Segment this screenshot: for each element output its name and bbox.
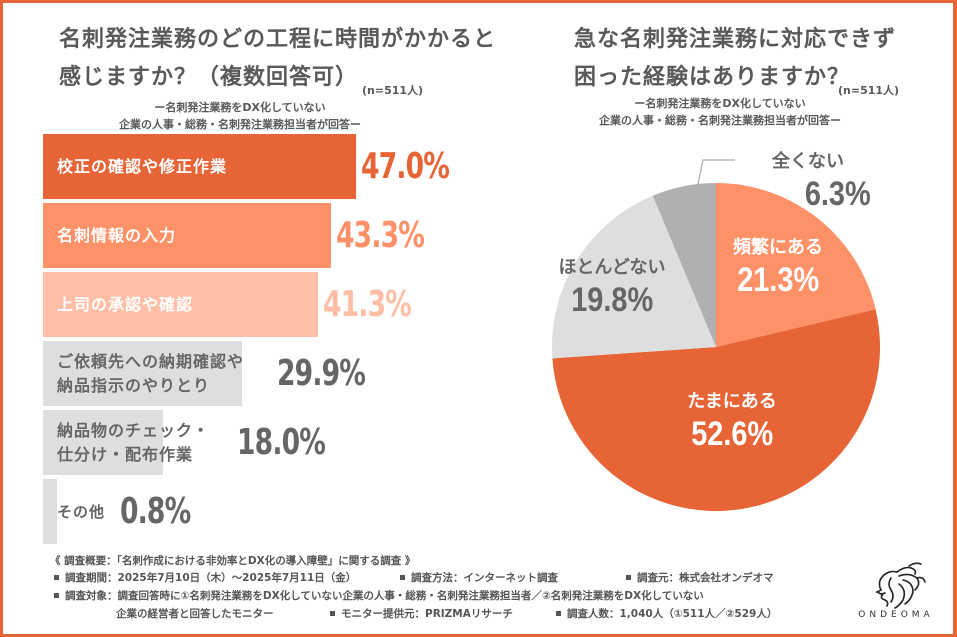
pie-slice-3: [552, 195, 716, 359]
footer-heading: 《 調査概要：「名刺作成における非効率とDX化の導入障壁」に関する調査 》: [50, 555, 416, 567]
bar-value-label: 47.0%: [361, 145, 450, 187]
logo-text: ONDEOMA: [858, 610, 934, 620]
pie-value-wrap: 21.3%: [698, 260, 858, 300]
pie-slice-4: [652, 183, 716, 347]
frame-right-edge: [953, 0, 957, 637]
bullet-icon: [54, 592, 59, 598]
bar-1: [43, 134, 356, 199]
pie-value-wrap: 19.8%: [532, 280, 692, 320]
pie-category: ほとんどない: [558, 257, 666, 278]
footer-count-text: 調査人数：1,040人（①511人／②529人）: [567, 608, 778, 620]
pie-category: 頻繁にある: [733, 237, 823, 258]
pie-category: 全くない: [772, 151, 844, 172]
bar-4: [43, 341, 243, 406]
lion-head-icon: [875, 562, 926, 609]
pie-chart-subtitle-line2: 企業の人事・総務・名刺発注業務担当者が回答ー: [599, 114, 841, 127]
footer-target-text: 調査対象：調査回答時に①名刺発注業務をDX化していない企業の人事・総務・名刺発注…: [65, 590, 704, 602]
bar-3: [43, 272, 319, 337]
pie-slice-1: [716, 183, 876, 347]
footer-count: 調査人数：1,040人（①511人／②529人）: [556, 606, 777, 621]
pie-chart-subtitle-line1: ー名刺発注業務をDX化していない: [634, 97, 806, 110]
bar-value-label: 18.0%: [237, 421, 326, 463]
bar-chart-subtitle: ー名刺発注業務をDX化していない 企業の人事・総務・名刺発注業務担当者が回答ー: [80, 99, 400, 133]
pie-chart-subtitle: ー名刺発注業務をDX化していない 企業の人事・総務・名刺発注業務担当者が回答ー: [560, 95, 880, 129]
pie-chart-sample-size: (n=511人): [838, 84, 900, 97]
bar-chart-title: 名刺発注業務のどの工程に時間がかかると 感じますか？（複数回答可）: [59, 21, 496, 97]
bar-value-label: 43.3%: [336, 214, 425, 256]
bar-value-label: 29.9%: [277, 352, 366, 394]
bar-category-line: 校正の確認や修正作業: [57, 156, 228, 176]
bullet-icon: [400, 574, 405, 580]
bar-category-line: 納品物のチェック・: [57, 420, 210, 440]
bullet-icon: [330, 610, 335, 616]
footer-target: 調査対象：調査回答時に①名刺発注業務をDX化していない企業の人事・総務・名刺発注…: [54, 588, 704, 603]
bar-category-line: 納品指示のやりとり: [57, 375, 211, 395]
pie-value-wrap: 52.6%: [652, 414, 812, 454]
pie-chart-title-line1: 急な名刺発注業務に対応できず: [574, 27, 897, 52]
pie-value: 21.3%: [737, 261, 819, 299]
bar-chart-subtitle-line1: ー名刺発注業務をDX化していない: [154, 101, 326, 114]
bar-2: [43, 203, 332, 268]
pie-chart-title: 急な名刺発注業務に対応できず 困った経験はありますか？: [574, 21, 896, 97]
bar-value-label: 0.8%: [120, 490, 191, 532]
bar-category-line: ご依頼先への納期確認や: [57, 351, 245, 371]
pie-label-2: たまにある 52.6%: [652, 390, 812, 454]
footer-target-line2: 企業の経営者と回答したモニター: [116, 608, 274, 620]
bar-category-line: その他: [57, 502, 106, 521]
pie-label-1: 頻繁にある 21.3%: [698, 236, 858, 300]
bar-category-label: 上司の承認や確認: [57, 293, 193, 317]
footer-provider-text: モニター提供元：PRIZMAリサーチ: [341, 608, 513, 620]
bar-category-label: 納品物のチェック・ 仕分け・配布作業: [57, 419, 210, 467]
footer-source-text: 調査元：株式会社オンデオマ: [637, 572, 774, 584]
pie-value: 52.6%: [691, 415, 773, 453]
bullet-icon: [54, 574, 59, 580]
bar-chart-title-line2: 感じますか？（複数回答可）: [59, 65, 359, 90]
pie-value: 19.8%: [571, 281, 653, 319]
footer-source: 調査元：株式会社オンデオマ: [626, 570, 774, 585]
pie-label-4: 全くない 6.3%: [728, 150, 888, 214]
footer-method-text: 調査方法：インターネット調査: [411, 572, 558, 584]
pie-slice-2: [552, 309, 880, 512]
pie-value-wrap: 6.3%: [788, 174, 888, 214]
bar-category-label: 名刺情報の入力: [57, 224, 176, 248]
bar-chart-title-line1: 名刺発注業務のどの工程に時間がかかると: [59, 27, 497, 52]
pie-label-3: ほとんどない 19.8%: [532, 256, 692, 320]
bar-category-label: ご依頼先への納期確認や 納品指示のやりとり: [57, 350, 244, 398]
bullet-icon: [556, 610, 561, 616]
pie-chart-title-line2: 困った経験はありますか？: [574, 65, 851, 90]
leader-line: [697, 159, 735, 185]
footer-provider: モニター提供元：PRIZMAリサーチ: [330, 606, 513, 621]
pie-value: 6.3%: [805, 175, 871, 213]
bar-chart-sample-size: (n=511人): [362, 84, 424, 97]
ondeoma-logo: ONDEOMA: [851, 560, 941, 630]
bar-category-label: その他: [57, 500, 105, 524]
footer-method: 調査方法：インターネット調査: [400, 570, 558, 585]
bar-6: [43, 479, 57, 544]
bullet-icon: [626, 574, 631, 580]
bar-category-label: 校正の確認や修正作業: [57, 155, 227, 179]
bar-value-label: 41.3%: [323, 283, 412, 325]
pie-category: たまにある: [687, 391, 777, 412]
footer-period: 調査期間：2025年7月10日（木）～2025年7月11日（金）: [54, 570, 356, 585]
footer-period-text: 調査期間：2025年7月10日（木）～2025年7月11日（金）: [65, 572, 357, 584]
bar-chart-subtitle-line2: 企業の人事・総務・名刺発注業務担当者が回答ー: [119, 118, 361, 131]
bar-category-line: 仕分け・配布作業: [57, 444, 194, 464]
bar-category-line: 名刺情報の入力: [57, 225, 177, 245]
bar-category-line: 上司の承認や確認: [57, 294, 194, 314]
bar-5: [43, 410, 163, 475]
